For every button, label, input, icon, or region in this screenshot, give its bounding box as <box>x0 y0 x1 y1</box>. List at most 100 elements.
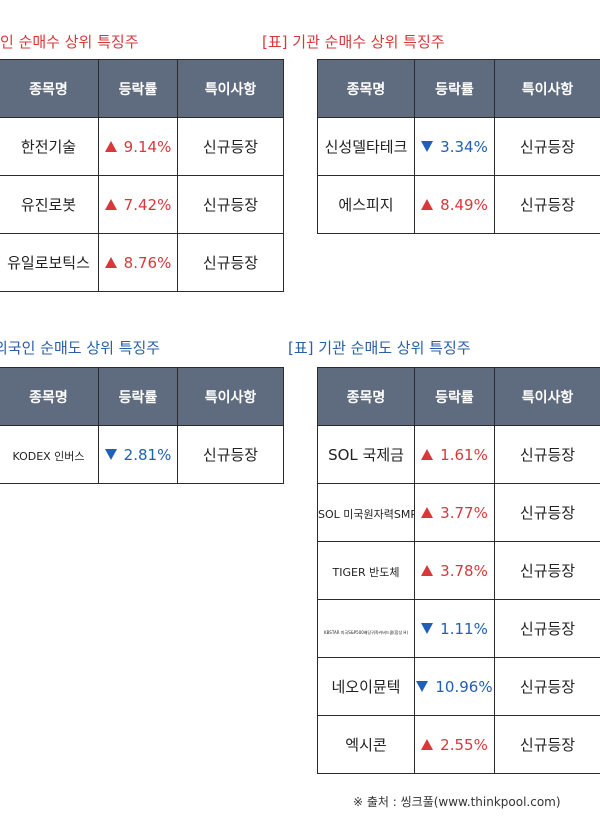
table-row: 엑시콘 2.55% 신규등장 <box>317 715 600 774</box>
table-row: 에스피지 8.49% 신규등장 <box>317 175 600 234</box>
table-row: 한전기술 9.14% 신규등장 <box>0 117 284 176</box>
change-rate: 2.81% <box>98 425 178 484</box>
stock-name: 신성델타테크 <box>317 117 415 176</box>
triangle-up-icon <box>104 140 117 152</box>
change-value: 2.81% <box>123 445 172 464</box>
header-change: 등락률 <box>414 59 495 118</box>
change-value: 3.78% <box>440 561 488 580</box>
change-value: 3.34% <box>440 137 488 156</box>
table-row: SOL 국제금 1.61% 신규등장 <box>317 425 600 484</box>
change-rate: 3.34% <box>414 117 495 176</box>
header-note: 특이사항 <box>177 59 284 118</box>
triangle-up-icon <box>421 198 434 210</box>
stock-name: 유진로봇 <box>0 175 99 234</box>
stock-name-text: 한전기술 <box>20 138 77 156</box>
triangle-up-icon <box>421 564 434 576</box>
triangle-down-icon <box>416 680 429 692</box>
stock-name: KODEX 인버스 <box>0 425 99 484</box>
change-value: 10.96% <box>435 677 493 696</box>
table-row: 신성델타테크 3.34% 신규등장 <box>317 117 600 176</box>
stock-name-text: 엑시콘 <box>345 736 387 754</box>
stock-name: 엑시콘 <box>317 715 415 774</box>
stock-name: SOL 국제금 <box>317 425 415 484</box>
stock-name-text: SOL 국제금 <box>328 446 404 464</box>
inst-sell-table: 종목명 등락률 특이사항 SOL 국제금 1.61% 신규등장 SOL 미국원자력SM… <box>317 367 600 774</box>
triangle-down-icon <box>421 140 434 152</box>
change-rate: 2.55% <box>414 715 495 774</box>
stock-name-text: SOL 미국원자력SMR <box>318 507 415 521</box>
stock-name-text: 신성델타테크 <box>324 138 408 156</box>
change-value: 1.11% <box>440 619 488 638</box>
note: 신규등장 <box>494 483 600 542</box>
stock-name: 에스피지 <box>317 175 415 234</box>
header-name: 종목명 <box>317 367 415 426</box>
note: 신규등장 <box>177 233 284 292</box>
change-value: 7.42% <box>123 195 172 214</box>
change-rate: 3.78% <box>414 541 495 600</box>
header-row: 종목명 등락률 특이사항 <box>0 367 284 426</box>
table-row: 유일로보틱스 8.76% 신규등장 <box>0 233 284 292</box>
note: 신규등장 <box>494 425 600 484</box>
note: 신규등장 <box>494 715 600 774</box>
table-row: SOL 미국원자력SMR 3.77% 신규등장 <box>317 483 600 542</box>
header-change: 등락률 <box>414 367 495 426</box>
stock-name: 한전기술 <box>0 117 99 176</box>
foreign-buy-title: 인 순매수 상위 특징주 <box>0 33 139 51</box>
triangle-up-icon <box>104 256 117 268</box>
change-rate: 1.61% <box>414 425 495 484</box>
change-rate: 10.96% <box>414 657 495 716</box>
change-rate: 8.76% <box>98 233 178 292</box>
change-value: 8.76% <box>123 253 172 272</box>
foreign-sell-title: 외국인 순매도 상위 특징주 <box>0 339 161 357</box>
stock-name-text: 에스피지 <box>338 196 394 214</box>
change-rate: 3.77% <box>414 483 495 542</box>
header-change: 등락률 <box>98 59 178 118</box>
header-note: 특이사항 <box>177 367 284 426</box>
change-value: 1.61% <box>440 445 488 464</box>
note: 신규등장 <box>177 175 284 234</box>
stock-name-text: TIGER 반도체 <box>332 565 400 579</box>
note: 신규등장 <box>494 657 600 716</box>
inst-buy-table: 종목명 등락률 특이사항 신성델타테크 3.34% 신규등장 에스피지 8.49% 신규등… <box>317 59 600 234</box>
header-row: 종목명 등락률 특이사항 <box>317 59 600 118</box>
inst-sell-title: [표] 기관 순매도 상위 특징주 <box>288 339 471 357</box>
triangle-up-icon <box>104 198 117 210</box>
change-value: 8.49% <box>440 195 488 214</box>
note: 신규등장 <box>494 541 600 600</box>
stock-name-text: 네오이뮨텍 <box>331 678 401 696</box>
triangle-down-icon <box>104 448 117 460</box>
note: 신규등장 <box>494 175 600 234</box>
table-row: KBSTAR 미국S&P500배당귀족커버드콜(합성 H) 1.11% 신규등장 <box>317 599 600 658</box>
change-rate: 7.42% <box>98 175 178 234</box>
change-value: 2.55% <box>440 735 488 754</box>
stock-name: KBSTAR 미국S&P500배당귀족커버드콜(합성 H) <box>317 599 415 658</box>
note: 신규등장 <box>177 117 284 176</box>
stock-name: TIGER 반도체 <box>317 541 415 600</box>
header-name: 종목명 <box>317 59 415 118</box>
header-note: 특이사항 <box>494 59 600 118</box>
change-rate: 1.11% <box>414 599 495 658</box>
note: 신규등장 <box>494 599 600 658</box>
stock-name-text: 유일로보틱스 <box>7 254 90 272</box>
foreign-sell-table: 종목명 등락률 특이사항 KODEX 인버스 2.81% 신규등장 <box>0 367 284 484</box>
triangle-up-icon <box>421 448 434 460</box>
change-rate: 9.14% <box>98 117 178 176</box>
change-value: 3.77% <box>440 503 488 522</box>
header-name: 종목명 <box>0 59 99 118</box>
table-row: KODEX 인버스 2.81% 신규등장 <box>0 425 284 484</box>
header-note: 특이사항 <box>494 367 600 426</box>
triangle-up-icon <box>421 506 434 518</box>
foreign-buy-table: 종목명 등락률 특이사항 한전기술 9.14% 신규등장 유진로봇 7.42% 신규등장 유… <box>0 59 284 292</box>
triangle-up-icon <box>421 738 434 750</box>
note: 신규등장 <box>177 425 284 484</box>
inst-buy-title: [표] 기관 순매수 상위 특징주 <box>262 33 445 51</box>
table-row: 유진로봇 7.42% 신규등장 <box>0 175 284 234</box>
table-row: 네오이뮨텍 10.96% 신규등장 <box>317 657 600 716</box>
stock-name: SOL 미국원자력SMR <box>317 483 415 542</box>
header-name: 종목명 <box>0 367 99 426</box>
source-note: ※ 출처 : 씽크풀(www.thinkpool.com) <box>353 795 561 809</box>
note: 신규등장 <box>494 117 600 176</box>
table-row: TIGER 반도체 3.78% 신규등장 <box>317 541 600 600</box>
change-value: 9.14% <box>123 137 172 156</box>
stock-name-text: KODEX 인버스 <box>12 449 85 463</box>
